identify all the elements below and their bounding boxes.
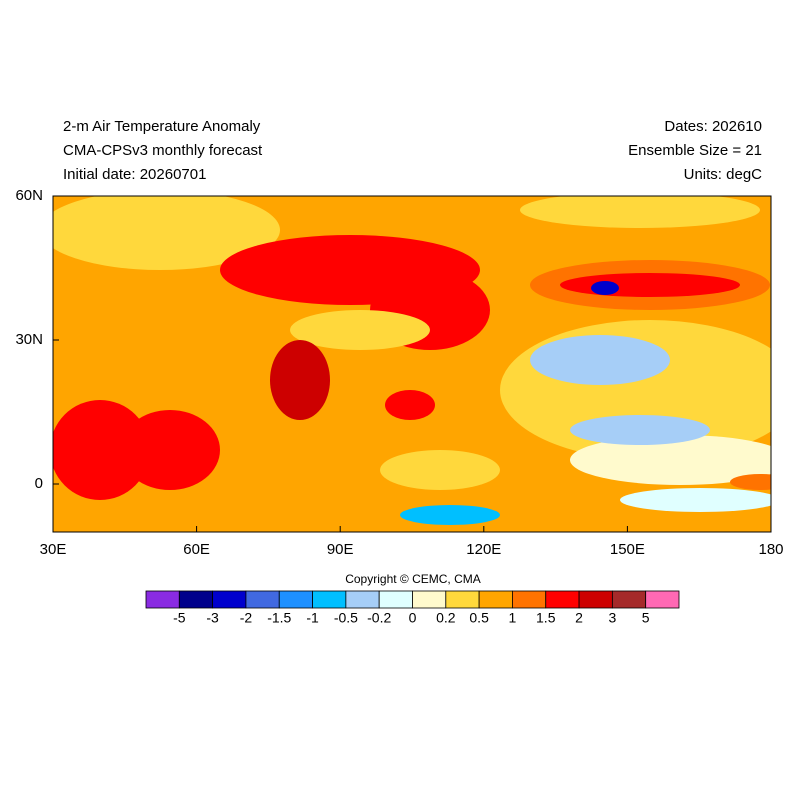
colorbar-label: -1 (306, 610, 319, 626)
anomaly-field (53, 196, 771, 532)
colorbar-label: -0.2 (367, 610, 391, 626)
colorbar-box (245, 590, 280, 609)
colorbar-box (578, 590, 613, 609)
info-line: Ensemble Size = 21 (628, 142, 762, 159)
colorbar-label: 0.5 (469, 610, 489, 626)
colorbar-label: 5 (642, 610, 650, 626)
colorbar-box (478, 590, 513, 609)
colorbar-label: 1.5 (536, 610, 556, 626)
colorbar-box (212, 590, 247, 609)
colorbar-label: 2 (575, 610, 583, 626)
colorbar-label: -5 (173, 610, 186, 626)
colorbar-box (378, 590, 413, 609)
colorbar-box (512, 590, 547, 609)
copyright: Copyright © CEMC, CMA (345, 572, 481, 586)
colorbar-label: 0 (409, 610, 417, 626)
y-tick-label: 30N (15, 331, 43, 348)
colorbar-box (345, 590, 380, 609)
x-tick-label: 30E (40, 541, 67, 558)
colorbar-box (645, 590, 680, 609)
colorbar-label: -2 (240, 610, 253, 626)
colorbar-label: -1.5 (267, 610, 291, 626)
x-tick-label: 150E (610, 541, 645, 558)
title-line: CMA-CPSv3 monthly forecast (63, 142, 263, 159)
colorbar-box (611, 590, 647, 609)
x-tick-label: 60E (183, 541, 210, 558)
colorbar-box (545, 590, 580, 609)
colorbar-label: -3 (206, 610, 219, 626)
y-tick-label: 0 (35, 475, 43, 492)
y-tick-label: 60N (15, 187, 43, 204)
x-tick-label: 180 (758, 541, 783, 558)
title-line: Initial date: 20260701 (63, 166, 206, 183)
map-frame (52, 195, 772, 533)
info-line: Units: degC (684, 166, 763, 183)
colorbar-box (445, 590, 480, 609)
title-line: 2-m Air Temperature Anomaly (63, 118, 261, 135)
colorbar-box (312, 590, 347, 609)
colorbar-label: 0.2 (436, 610, 456, 626)
colorbar-label: 1 (509, 610, 517, 626)
x-tick-label: 120E (466, 541, 501, 558)
colorbar-box (278, 590, 313, 609)
colorbar-box (145, 590, 180, 609)
colorbar-label: -0.5 (334, 610, 358, 626)
colorbar-box (412, 590, 447, 609)
colorbar-label: 3 (608, 610, 616, 626)
info-line: Dates: 202610 (664, 118, 762, 135)
colorbar-box (178, 590, 214, 609)
x-tick-label: 90E (327, 541, 354, 558)
